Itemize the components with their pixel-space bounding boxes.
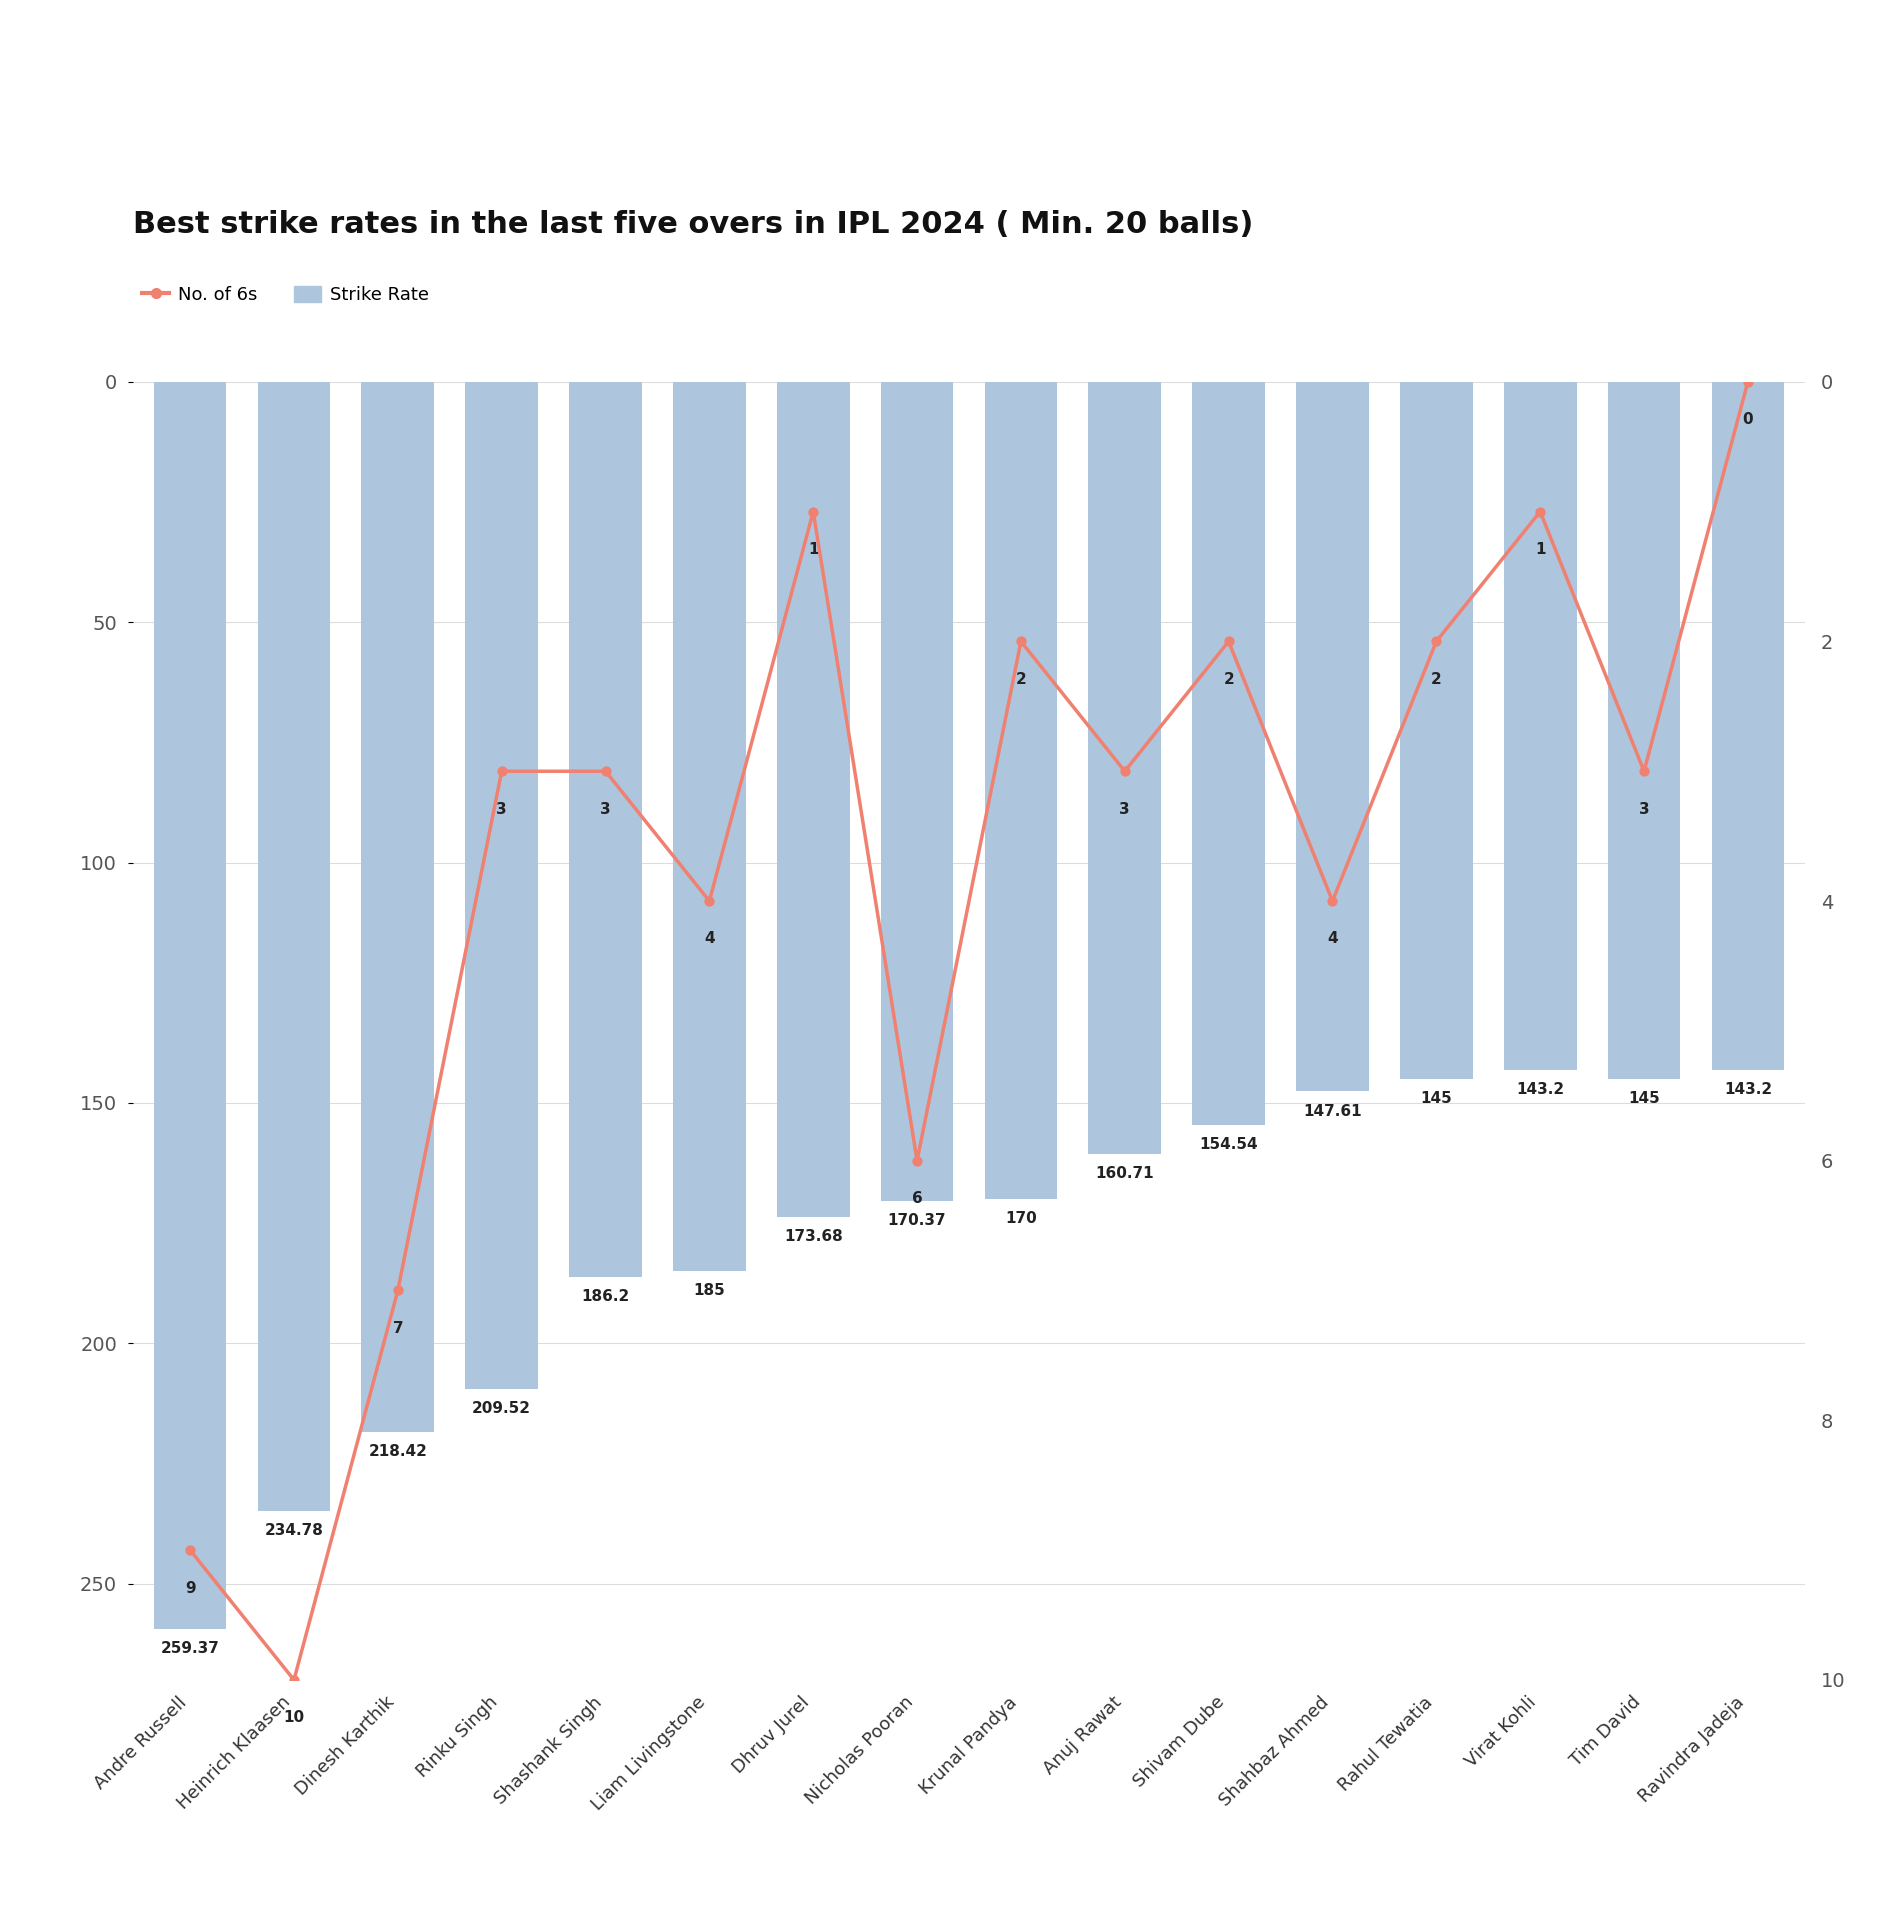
Text: 9: 9 — [184, 1581, 196, 1596]
Text: 259.37: 259.37 — [162, 1642, 220, 1655]
Text: 4: 4 — [705, 932, 714, 947]
Bar — [673, 382, 745, 1271]
Text: 3: 3 — [1638, 802, 1649, 817]
Point — [1110, 756, 1140, 787]
Text: 145: 145 — [1628, 1090, 1661, 1105]
Text: 10: 10 — [283, 1710, 304, 1726]
Text: 154.54: 154.54 — [1199, 1138, 1258, 1151]
Text: 7: 7 — [393, 1321, 403, 1336]
Bar — [1193, 382, 1265, 1124]
Point — [1317, 886, 1347, 916]
Bar — [1607, 382, 1680, 1079]
Point — [486, 756, 517, 787]
Bar — [1089, 382, 1161, 1155]
Point — [382, 1275, 412, 1306]
Text: 4: 4 — [1328, 932, 1338, 947]
Point — [902, 1145, 933, 1176]
Bar — [882, 382, 954, 1201]
Text: 145: 145 — [1421, 1090, 1452, 1105]
Bar — [466, 382, 538, 1390]
Bar — [1712, 382, 1784, 1071]
Bar — [361, 382, 435, 1432]
Bar — [1296, 382, 1368, 1092]
Point — [1005, 626, 1036, 657]
Point — [1628, 756, 1659, 787]
Point — [1733, 367, 1763, 397]
Text: 186.2: 186.2 — [581, 1289, 629, 1304]
Text: 173.68: 173.68 — [785, 1229, 842, 1245]
Bar — [258, 382, 331, 1510]
Text: 2: 2 — [1224, 672, 1233, 687]
Point — [279, 1665, 310, 1695]
Text: 6: 6 — [912, 1191, 922, 1206]
Bar — [984, 382, 1056, 1199]
Text: 160.71: 160.71 — [1096, 1166, 1153, 1182]
Point — [1214, 626, 1245, 657]
Text: 3: 3 — [600, 802, 610, 817]
Point — [798, 496, 828, 527]
Bar — [154, 382, 226, 1628]
Text: 147.61: 147.61 — [1303, 1103, 1362, 1119]
Text: 209.52: 209.52 — [473, 1401, 532, 1416]
Text: 3: 3 — [1119, 802, 1130, 817]
Point — [1421, 626, 1452, 657]
Text: 143.2: 143.2 — [1516, 1082, 1564, 1098]
Point — [1526, 496, 1556, 527]
Text: 0: 0 — [1742, 412, 1754, 428]
Text: 234.78: 234.78 — [264, 1523, 323, 1537]
Text: 2: 2 — [1431, 672, 1442, 687]
Text: 170: 170 — [1005, 1210, 1037, 1226]
Text: 2: 2 — [1017, 672, 1026, 687]
Point — [591, 756, 621, 787]
Text: 1: 1 — [1535, 542, 1545, 557]
Point — [175, 1535, 205, 1565]
Text: 185: 185 — [694, 1283, 726, 1298]
Bar — [570, 382, 642, 1277]
Text: 143.2: 143.2 — [1723, 1082, 1773, 1098]
Bar — [777, 382, 849, 1216]
Text: 170.37: 170.37 — [887, 1212, 946, 1227]
Bar — [1503, 382, 1577, 1071]
Text: 3: 3 — [496, 802, 507, 817]
Legend: No. of 6s, Strike Rate: No. of 6s, Strike Rate — [142, 286, 429, 304]
Point — [694, 886, 724, 916]
Bar — [1400, 382, 1472, 1079]
Text: 218.42: 218.42 — [369, 1443, 428, 1458]
Text: Best strike rates in the last five overs in IPL 2024 ( Min. 20 balls): Best strike rates in the last five overs… — [133, 210, 1254, 239]
Text: 1: 1 — [808, 542, 819, 557]
